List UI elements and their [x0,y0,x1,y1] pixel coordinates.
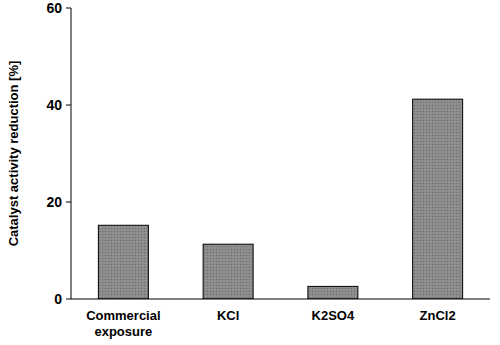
y-axis-label: Catalyst activity reduction [%] [6,61,21,247]
x-tick-label: ZnCl2 [420,308,456,323]
y-tick-label: 60 [46,0,62,16]
y-axis [71,8,72,299]
bar [308,286,358,299]
x-tick-label: Commercialexposure [86,308,160,339]
bar [98,225,148,299]
x-axis [71,299,490,300]
y-tick-label: 0 [54,291,62,307]
y-tick [66,105,71,106]
y-tick-label: 20 [46,194,62,210]
x-tick-label: KCl [217,308,239,323]
y-tick [66,202,71,203]
x-tick-label-line: Commercial [86,308,160,323]
y-tick [66,299,71,300]
bar [203,244,253,299]
chart: 0 20 40 60 Commercialexposure KCl K2SO4 ZnCl2 Ca… [0,0,500,345]
bar [413,99,463,299]
x-tick-label: K2SO4 [312,308,355,323]
y-tick [66,8,71,9]
x-tick-label-line: exposure [94,324,152,339]
bars [98,99,462,299]
y-tick-label: 40 [46,97,62,113]
